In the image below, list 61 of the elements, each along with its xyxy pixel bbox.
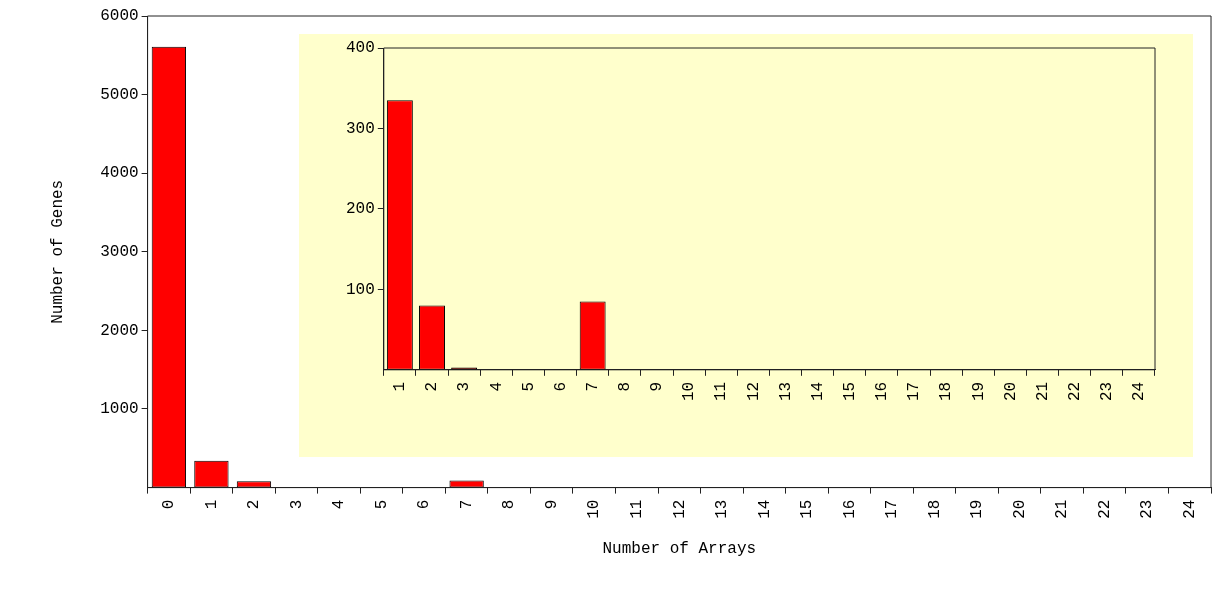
y-tick-label: 3000 — [100, 243, 139, 262]
x-tick-label: 18 — [925, 499, 944, 519]
x-tick-label: 10 — [585, 499, 604, 519]
x-tick-label: 19 — [968, 499, 987, 519]
x-tick-label: 8 — [500, 499, 519, 510]
x-tick-label: 10 — [680, 381, 699, 401]
x-tick-label: 18 — [937, 381, 956, 401]
x-tick-label: 5 — [372, 499, 391, 510]
x-tick-label: 20 — [1010, 499, 1029, 519]
x-tick-label: 17 — [905, 381, 924, 401]
x-tick-label: 7 — [583, 381, 602, 392]
x-axis-title: Number of Arrays — [602, 539, 757, 558]
x-tick-label: 8 — [616, 381, 635, 392]
x-tick-label: 12 — [670, 499, 689, 519]
x-tick-label: 24 — [1130, 381, 1149, 401]
x-tick-label: 6 — [551, 381, 570, 392]
x-tick-label: 22 — [1095, 499, 1114, 519]
x-tick-label: 11 — [712, 381, 731, 401]
x-tick-label: 14 — [755, 499, 774, 519]
x-tick-label: 16 — [840, 499, 859, 519]
x-tick-label: 16 — [873, 381, 892, 401]
x-tick-label: 13 — [776, 381, 795, 401]
y-axis-title: Number of Genes — [48, 179, 67, 324]
x-tick-label: 9 — [542, 499, 561, 510]
x-tick-label: 4 — [330, 499, 349, 510]
x-tick-label: 17 — [883, 499, 902, 519]
x-tick-label: 24 — [1180, 499, 1199, 519]
x-tick-label: 23 — [1138, 499, 1157, 519]
x-tick-label: 2 — [423, 381, 442, 392]
x-tick-label: 11 — [628, 499, 647, 519]
x-tick-label: 1 — [391, 381, 410, 392]
x-tick-label: 4 — [487, 381, 506, 392]
x-tick-label: 9 — [648, 381, 667, 392]
y-tick-label: 4000 — [100, 164, 139, 183]
x-tick-label: 19 — [969, 381, 988, 401]
x-tick-label: 5 — [519, 381, 538, 392]
y-tick-label: 2000 — [100, 321, 139, 340]
x-tick-label: 14 — [808, 381, 827, 401]
x-tick-label: 13 — [713, 499, 732, 519]
x-tick-label: 21 — [1033, 381, 1052, 401]
y-tick-label: 400 — [345, 39, 375, 58]
y-tick-label: 6000 — [100, 7, 139, 26]
x-tick-label: 20 — [1001, 381, 1020, 401]
x-tick-label: 6 — [415, 499, 434, 510]
x-tick-label: 0 — [160, 499, 179, 510]
x-tick-label: 7 — [457, 499, 476, 510]
x-tick-label: 3 — [455, 381, 474, 392]
x-tick-label: 23 — [1098, 381, 1117, 401]
y-tick-label: 200 — [345, 200, 375, 219]
x-tick-label: 21 — [1053, 499, 1072, 519]
x-tick-label: 3 — [287, 499, 306, 510]
y-tick-label: 5000 — [100, 85, 139, 104]
x-tick-label: 2 — [245, 499, 264, 510]
x-tick-label: 12 — [744, 381, 763, 401]
x-tick-label: 1 — [202, 499, 221, 510]
y-tick-label: 100 — [345, 280, 375, 299]
x-tick-label: 15 — [840, 381, 859, 401]
y-tick-label: 1000 — [100, 400, 139, 419]
x-tick-label: 22 — [1065, 381, 1084, 401]
y-tick-label: 300 — [345, 119, 375, 138]
x-tick-label: 15 — [798, 499, 817, 519]
